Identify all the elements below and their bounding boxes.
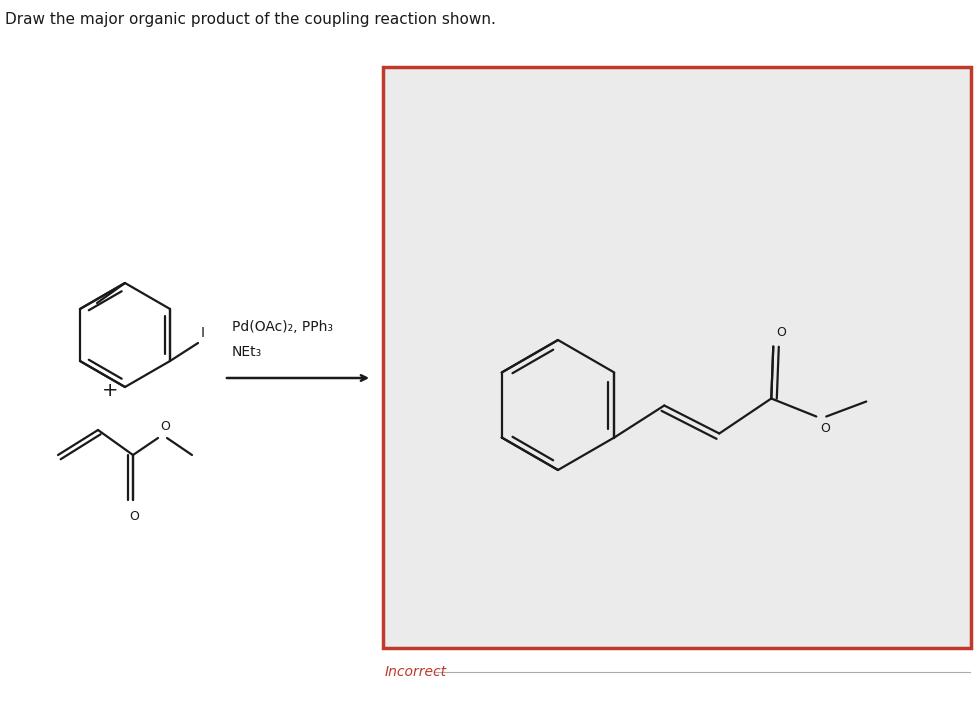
Text: +: + xyxy=(102,381,118,400)
Text: O: O xyxy=(129,510,139,523)
Text: O: O xyxy=(776,326,786,338)
Text: Incorrect: Incorrect xyxy=(385,665,447,679)
Text: Pd(OAc)₂, PPh₃: Pd(OAc)₂, PPh₃ xyxy=(232,320,333,334)
Text: O: O xyxy=(160,420,170,433)
Text: I: I xyxy=(201,326,205,340)
Text: NEt₃: NEt₃ xyxy=(232,345,263,359)
Text: O: O xyxy=(820,421,831,435)
Bar xyxy=(383,67,971,648)
Text: Draw the major organic product of the coupling reaction shown.: Draw the major organic product of the co… xyxy=(5,12,496,27)
